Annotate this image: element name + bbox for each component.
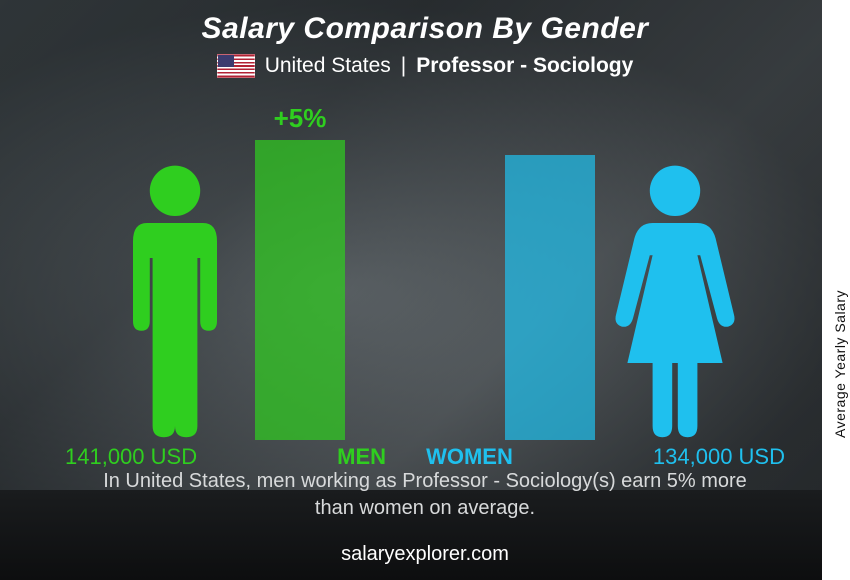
footer-attribution: salaryexplorer.com: [341, 543, 509, 566]
job-title: Professor - Sociology: [416, 54, 633, 78]
women-salary: 134,000 USD: [653, 444, 785, 470]
men-salary: 141,000 USD: [65, 444, 197, 470]
women-bar-fill: [505, 155, 595, 440]
women-group: [505, 155, 745, 440]
men-bar: +5%: [255, 140, 345, 440]
separator: |: [401, 54, 406, 78]
us-flag-icon: [217, 54, 255, 78]
women-label: WOMEN: [426, 444, 513, 470]
gender-labels: MEN WOMEN: [337, 444, 513, 470]
content-wrapper: Salary Comparison By Gender United State…: [0, 0, 850, 580]
women-bar: [505, 155, 595, 440]
male-icon: [105, 160, 245, 440]
page-title: Salary Comparison By Gender: [0, 0, 850, 46]
country-label: United States: [265, 54, 391, 78]
men-group: +5%: [105, 140, 345, 440]
female-icon: [605, 160, 745, 440]
pct-diff-label: +5%: [274, 103, 327, 134]
men-label: MEN: [337, 444, 386, 470]
description-text: In United States, men working as Profess…: [85, 468, 765, 522]
men-bar-fill: [255, 140, 345, 440]
subtitle-row: United States | Professor - Sociology: [0, 54, 850, 78]
chart-area: +5% 141,000 USD MEN WOMEN: [65, 100, 785, 470]
